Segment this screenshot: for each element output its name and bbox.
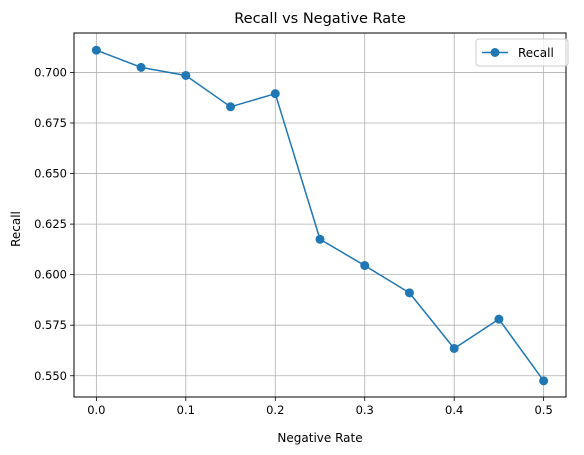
data-point bbox=[494, 314, 504, 324]
legend-label-recall: Recall bbox=[518, 46, 554, 60]
data-point bbox=[315, 234, 325, 244]
x-axis-label: Negative Rate bbox=[277, 431, 362, 445]
y-axis-ticks: 0.550 0.575 0.600 0.625 0.650 0.675 0.700 bbox=[34, 65, 74, 383]
data-point bbox=[181, 70, 191, 80]
data-point bbox=[449, 343, 459, 353]
axes-frame bbox=[73, 32, 567, 398]
y-tick-label: 0.600 bbox=[34, 268, 67, 282]
data-point bbox=[404, 288, 414, 298]
data-point bbox=[91, 45, 101, 55]
y-tick-label: 0.575 bbox=[34, 318, 67, 332]
data-point bbox=[226, 102, 236, 112]
legend-marker-sample bbox=[490, 48, 500, 57]
x-tick-label: 0.2 bbox=[266, 403, 284, 417]
x-tick-label: 0.0 bbox=[87, 403, 105, 417]
data-point bbox=[136, 62, 146, 72]
y-tick-label: 0.700 bbox=[34, 65, 67, 79]
x-tick-label: 0.4 bbox=[445, 403, 463, 417]
x-tick-label: 0.5 bbox=[534, 403, 552, 417]
x-tick-label: 0.3 bbox=[356, 403, 374, 417]
chart-title: Recall vs Negative Rate bbox=[234, 11, 406, 27]
y-tick-label: 0.625 bbox=[34, 217, 67, 231]
data-point bbox=[360, 261, 370, 271]
data-point bbox=[539, 376, 549, 386]
series-layer bbox=[91, 45, 549, 386]
x-axis-ticks: 0.0 0.1 0.2 0.3 0.4 0.5 bbox=[87, 397, 553, 417]
y-tick-label: 0.675 bbox=[34, 116, 67, 130]
y-axis-label: Recall bbox=[9, 211, 23, 247]
y-tick-label: 0.650 bbox=[34, 167, 67, 181]
x-tick-label: 0.1 bbox=[177, 403, 195, 417]
legend: Recall bbox=[475, 38, 569, 67]
data-point bbox=[270, 89, 280, 99]
y-tick-label: 0.550 bbox=[34, 369, 67, 383]
legend-box bbox=[475, 38, 569, 67]
